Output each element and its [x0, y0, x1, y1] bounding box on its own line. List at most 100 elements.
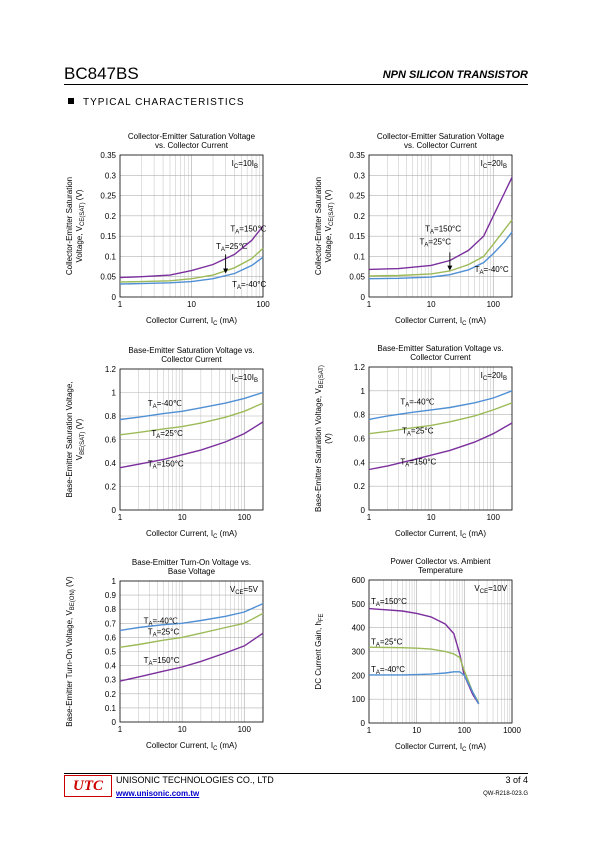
y-tick-label: 0 [112, 293, 117, 302]
y-tick-label: 0.5 [105, 648, 117, 657]
y-tick-label: 0.8 [105, 605, 117, 614]
y-tick-label: 0.8 [105, 412, 117, 421]
footer-rule [64, 773, 528, 774]
series-line [368, 646, 480, 704]
series-label: TA=25°C [148, 628, 180, 639]
chart-2: 00.050.10.150.20.250.30.351 10 100Collecto… [314, 132, 513, 327]
plot-frame [119, 368, 264, 511]
y-tick-label: 0.8 [354, 411, 366, 420]
series-label: TA=-40℃ [148, 399, 182, 410]
series-line [368, 231, 513, 280]
y-tick-label: 0.1 [105, 252, 117, 261]
series-line [119, 602, 264, 632]
series-line [368, 422, 513, 471]
x-tick-label: 10 [427, 513, 436, 522]
y-tick-label: 1.2 [105, 365, 117, 374]
y-tick-label: 0 [361, 506, 366, 515]
x-axis-label: Collector Current, IC (mA) [395, 529, 486, 540]
series-line [119, 247, 264, 283]
chart-title: Base Voltage [168, 567, 216, 576]
y-tick-label: 1 [361, 387, 366, 396]
plot-frame [368, 579, 513, 724]
series-label: TA=150℃ [230, 224, 266, 235]
x-tick-label: 1 [118, 513, 123, 522]
chart-3: 0 0.2 0.4 0.6 0.8 1 1.2 1 10 100 Base-Emitter Satu… [65, 346, 264, 540]
arrow-head-icon [223, 268, 229, 274]
series-label: TA=25℃ [216, 242, 247, 253]
chart-5: 0 0.1 0.2 0.3 0.4 0.5 0.6 0.7 0.8 0.9 1 1 10 100 Base-… [65, 558, 264, 752]
y-tick-label: 0 [112, 506, 117, 515]
y-axis-label: Base-Emitter Saturation Voltage, VBE(SAT… [314, 365, 325, 512]
condition-label: IC=20IB [481, 371, 507, 382]
chart-title: Temperature [418, 566, 463, 575]
x-axis-label: Collector Current, IC (mA) [395, 316, 486, 327]
y-tick-label: 0.1 [105, 704, 117, 713]
series-label: TA=150°C [371, 597, 407, 608]
chart-title: Base-Emitter Saturation Voltage vs. [377, 344, 503, 353]
y-tick-label: 0.2 [105, 212, 117, 221]
y-tick-label: 0.2 [354, 482, 366, 491]
series-label: TA=150°C [425, 224, 461, 235]
section-heading: TYPICAL CHARACTERISTICS [68, 97, 245, 108]
series-line [119, 612, 264, 648]
chart-1: 0 0.05 0.1 0.15 0.2 0.25 0.3 0.35 1 10 100 Collecto… [65, 132, 270, 327]
condition-label: IC=10IB [232, 159, 258, 170]
series-line [368, 176, 513, 271]
series-label: TA=25°C [371, 637, 403, 648]
y-tick-label: 0 [361, 719, 366, 728]
series-label: TA=-40℃ [144, 616, 178, 627]
chart-title: Collector Current [161, 355, 222, 364]
y-tick-label: 0.25 [100, 192, 116, 201]
section-title: TYPICAL CHARACTERISTICS [83, 97, 245, 108]
document-number: QW-R218-023.G [483, 791, 528, 797]
x-axis-label: Collector Current, IC (mA) [146, 529, 237, 540]
bullet-square-icon [68, 98, 74, 104]
condition-label: IC=10IB [232, 373, 258, 384]
x-tick-label: 10 [178, 725, 187, 734]
y-tick-label: 0.15 [100, 232, 116, 241]
y-tick-label: 0.4 [354, 458, 366, 467]
x-tick-label: 10 [187, 300, 196, 309]
y-tick-label: 0.25 [349, 192, 365, 201]
plot-frame [368, 366, 513, 511]
plot-frame [119, 580, 264, 723]
website-link[interactable]: www.unisonic.com.tw [116, 789, 200, 798]
y-tick-label: 0.3 [105, 676, 117, 685]
y-tick-label: 0.2 [354, 212, 366, 221]
condition-label: IC=20IB [481, 159, 507, 170]
plot-frame [368, 154, 513, 298]
series-label: TA=-40°C [475, 265, 509, 276]
x-tick-label: 100 [238, 725, 252, 734]
y-tick-label: 0.7 [105, 619, 117, 628]
x-tick-label: 100 [487, 300, 501, 309]
series-line [368, 219, 513, 277]
x-tick-label: 10 [427, 300, 436, 309]
arrow-head-icon [447, 265, 453, 271]
series-line [368, 402, 513, 435]
chart-title: Base-Emitter Saturation Voltage vs. [128, 346, 254, 355]
x-tick-label: 100 [238, 513, 252, 522]
y-axis-label: Base-Emitter Turn-On Voltage, VBE(ON) (V… [65, 576, 76, 727]
series-line [119, 391, 264, 421]
y-tick-label: 0 [112, 718, 117, 727]
series-line [119, 256, 264, 285]
y-axis-label: Voltage, VCE(SAT) (V) [324, 189, 335, 262]
x-tick-label: 100 [256, 300, 270, 309]
y-tick-label: 400 [352, 624, 366, 633]
x-tick-label: 1 [118, 725, 123, 734]
chart-4: 0 0.2 0.4 0.6 0.8 1 1.2 1 10 100 Base-Emitter Satu… [314, 344, 513, 540]
utc-logo: UTC [64, 775, 112, 797]
y-tick-label: 0.4 [105, 662, 117, 671]
transistor-type: NPN SILICON TRANSISTOR [382, 69, 528, 81]
series-line [119, 225, 264, 279]
chart-title: Base-Emitter Turn-On Voltage vs. [132, 558, 251, 567]
y-axis-label: (V) [324, 433, 333, 444]
y-tick-label: 0.6 [354, 435, 366, 444]
header-rule [64, 84, 528, 85]
y-axis-label: Voltage, VCE(SAT) (V) [75, 189, 86, 262]
chart-title: vs. Collector Current [155, 141, 229, 150]
y-tick-label: 0.3 [354, 171, 366, 180]
y-tick-label: 0.05 [100, 273, 116, 282]
y-tick-label: 0.6 [105, 633, 117, 642]
